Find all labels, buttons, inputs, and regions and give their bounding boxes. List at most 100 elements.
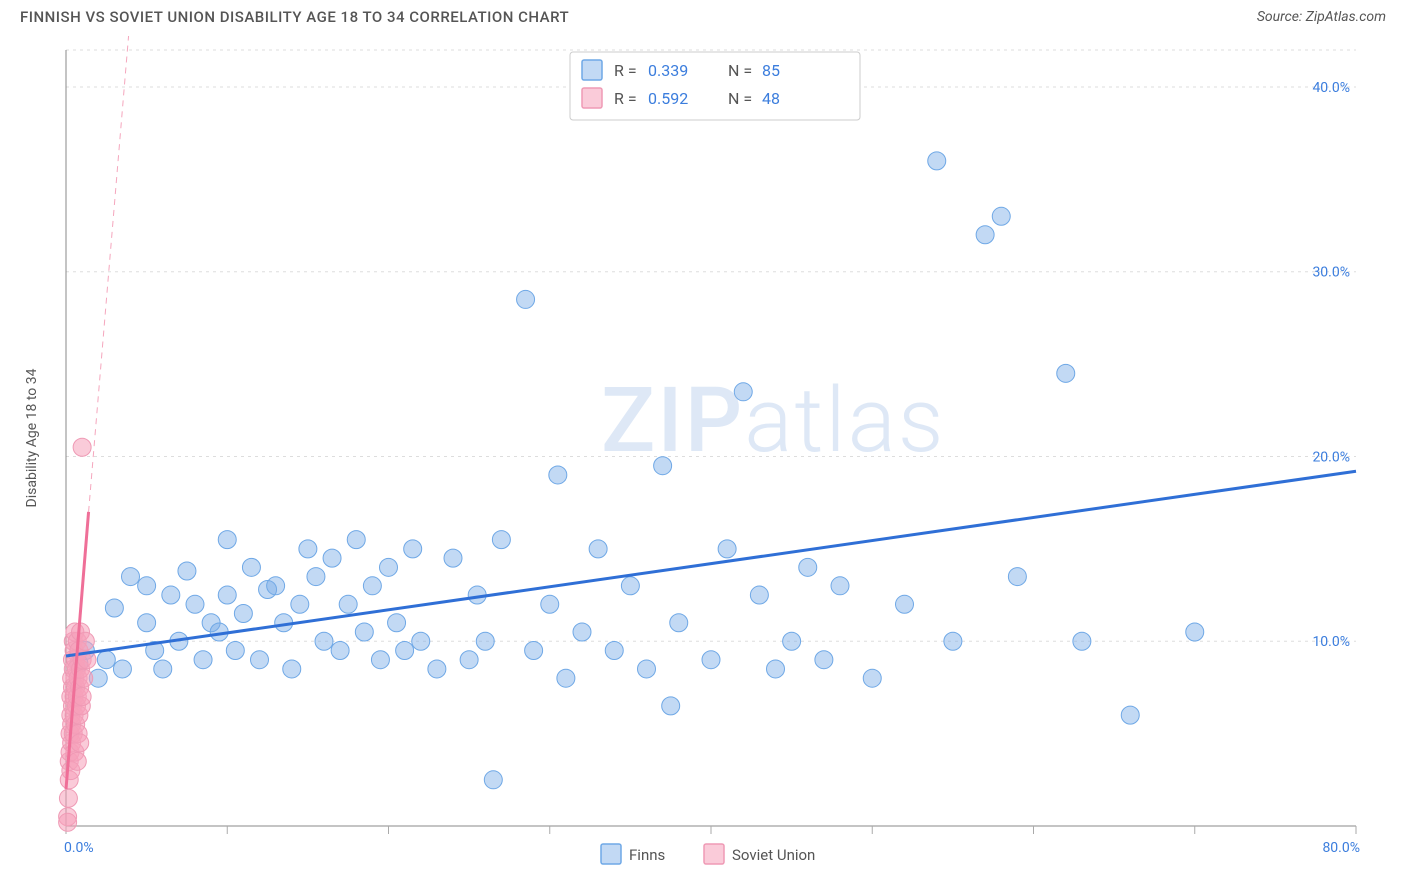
data-point [267, 577, 285, 595]
data-point [218, 531, 236, 549]
stats-swatch [582, 60, 602, 80]
data-point [444, 549, 462, 567]
data-point [476, 632, 494, 650]
data-point [396, 641, 414, 659]
data-point [460, 651, 478, 669]
data-point [73, 688, 91, 706]
chart-container: 0.0% 80.0% 10.0% 20.0% 30.0% 40.0% Disability … [18, 36, 1388, 882]
data-point [68, 752, 86, 770]
data-point [1186, 623, 1204, 641]
data-point [347, 531, 365, 549]
data-point [589, 540, 607, 558]
data-point [97, 651, 115, 669]
y-tick-label: 30.0% [1312, 265, 1350, 281]
stats-swatch [582, 88, 602, 108]
data-point [162, 586, 180, 604]
data-point [654, 457, 672, 475]
stats-r-label: R = [614, 89, 637, 108]
data-point [388, 614, 406, 632]
correlation-scatter-chart: 0.0% 80.0% 10.0% 20.0% 30.0% 40.0% Disability … [18, 36, 1388, 882]
data-point [412, 632, 430, 650]
data-point [291, 595, 309, 613]
data-point [331, 641, 349, 659]
chart-title: FINNISH VS SOVIET UNION DISABILITY AGE 1… [20, 8, 569, 26]
stats-r-value: 0.592 [648, 89, 688, 108]
data-point [621, 577, 639, 595]
stats-n-value: 85 [762, 61, 780, 80]
data-point [226, 641, 244, 659]
y-axis-label: Disability Age 18 to 34 [24, 368, 40, 507]
legend-swatch [704, 844, 724, 864]
data-point [549, 466, 567, 484]
source-prefix: Source: [1257, 9, 1306, 25]
stats-n-label: N = [728, 61, 752, 80]
data-point [1057, 364, 1075, 382]
y-tick-label: 10.0% [1312, 634, 1350, 650]
data-point [767, 660, 785, 678]
data-point [702, 651, 720, 669]
data-point [242, 558, 260, 576]
data-point [734, 383, 752, 401]
data-point [194, 651, 212, 669]
data-point [404, 540, 422, 558]
data-point [976, 226, 994, 244]
data-point [605, 641, 623, 659]
data-point [234, 605, 252, 623]
data-point [525, 641, 543, 659]
data-point [154, 660, 172, 678]
data-point [59, 789, 77, 807]
data-point [323, 549, 341, 567]
y-tick-label: 20.0% [1312, 449, 1350, 465]
data-point [492, 531, 510, 549]
data-point [113, 660, 131, 678]
data-point [299, 540, 317, 558]
source-name: ZipAtlas.com [1306, 9, 1386, 25]
data-point [799, 558, 817, 576]
chart-source: Source: ZipAtlas.com [1257, 9, 1386, 25]
data-point [670, 614, 688, 632]
trend-line-ext [89, 36, 131, 512]
data-point [355, 623, 373, 641]
data-point [75, 669, 93, 687]
data-point [73, 438, 91, 456]
x-tick-label: 0.0% [64, 840, 94, 856]
data-point [307, 568, 325, 586]
data-point [557, 669, 575, 687]
data-point [863, 669, 881, 687]
data-point [428, 660, 446, 678]
data-point [138, 614, 156, 632]
data-point [992, 207, 1010, 225]
data-point [339, 595, 357, 613]
data-point [283, 660, 301, 678]
stats-r-label: R = [614, 61, 637, 80]
legend-swatch [601, 844, 621, 864]
x-tick-label: 80.0% [1322, 840, 1360, 856]
chart-header: FINNISH VS SOVIET UNION DISABILITY AGE 1… [0, 0, 1406, 30]
data-point [1121, 706, 1139, 724]
legend-label: Finns [629, 846, 665, 864]
data-point [718, 540, 736, 558]
data-point [371, 651, 389, 669]
data-point [105, 599, 123, 617]
data-point [783, 632, 801, 650]
legend-label: Soviet Union [732, 846, 815, 864]
data-point [59, 813, 77, 831]
data-point [638, 660, 656, 678]
data-point [541, 595, 559, 613]
data-point [896, 595, 914, 613]
y-tick-label: 40.0% [1312, 80, 1350, 96]
stats-n-label: N = [728, 89, 752, 108]
data-point [186, 595, 204, 613]
stats-n-value: 48 [762, 89, 780, 108]
data-point [315, 632, 333, 650]
data-point [517, 290, 535, 308]
data-point [815, 651, 833, 669]
data-point [122, 568, 140, 586]
data-point [831, 577, 849, 595]
data-point [750, 586, 768, 604]
data-point [1008, 568, 1026, 586]
data-point [138, 577, 156, 595]
data-point [1073, 632, 1091, 650]
data-point [363, 577, 381, 595]
data-point [178, 562, 196, 580]
